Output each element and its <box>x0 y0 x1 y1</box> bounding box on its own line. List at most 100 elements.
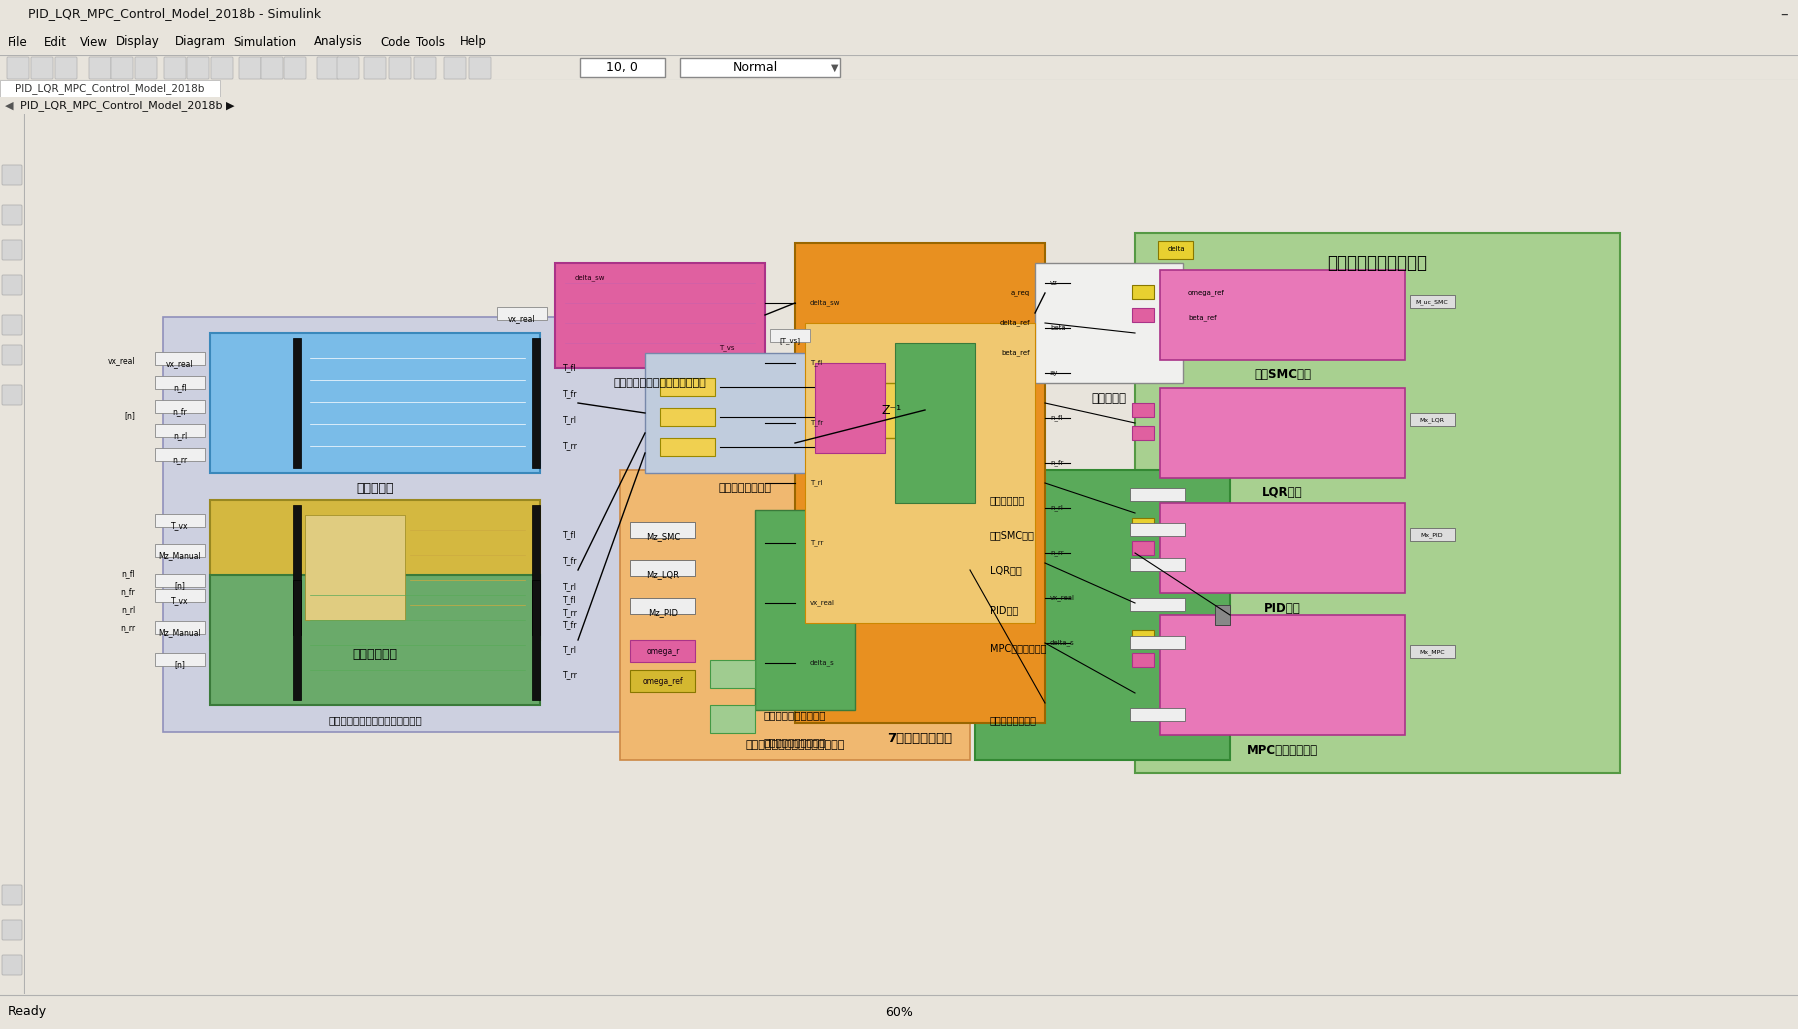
FancyBboxPatch shape <box>210 575 539 705</box>
FancyBboxPatch shape <box>629 560 696 576</box>
Text: vx_real: vx_real <box>509 315 536 323</box>
FancyBboxPatch shape <box>532 505 539 635</box>
FancyBboxPatch shape <box>629 670 696 691</box>
FancyBboxPatch shape <box>2 240 22 260</box>
FancyBboxPatch shape <box>2 205 22 225</box>
Text: n_rr: n_rr <box>1050 549 1064 556</box>
FancyBboxPatch shape <box>629 522 696 538</box>
FancyBboxPatch shape <box>660 409 716 426</box>
FancyBboxPatch shape <box>660 438 716 456</box>
FancyBboxPatch shape <box>306 514 405 620</box>
FancyBboxPatch shape <box>155 573 205 587</box>
Text: n_rr: n_rr <box>173 456 187 464</box>
Text: PID_LQR_MPC_Control_Model_2018b - Simulink: PID_LQR_MPC_Control_Model_2018b - Simuli… <box>29 7 322 21</box>
Text: PID_LQR_MPC_Control_Model_2018b ▶: PID_LQR_MPC_Control_Model_2018b ▶ <box>20 101 234 111</box>
Text: n_rl: n_rl <box>1050 504 1063 511</box>
FancyBboxPatch shape <box>1158 241 1194 259</box>
FancyBboxPatch shape <box>284 57 306 79</box>
FancyBboxPatch shape <box>444 57 466 79</box>
Text: n_fr: n_fr <box>1050 460 1063 466</box>
FancyBboxPatch shape <box>293 580 300 700</box>
FancyBboxPatch shape <box>1133 403 1154 417</box>
FancyBboxPatch shape <box>1160 388 1404 478</box>
FancyBboxPatch shape <box>1133 285 1154 299</box>
Text: PID控制: PID控制 <box>1264 602 1302 614</box>
FancyBboxPatch shape <box>581 58 665 77</box>
Text: 实际与期望质心侧偏角: 实际与期望质心侧偏角 <box>764 737 827 747</box>
FancyBboxPatch shape <box>210 57 234 79</box>
FancyBboxPatch shape <box>111 57 133 79</box>
Text: Mz_Manual: Mz_Manual <box>158 552 201 561</box>
Text: vx_real: vx_real <box>1050 595 1075 601</box>
Text: MPC模型预测控制: MPC模型预测控制 <box>1248 744 1318 756</box>
FancyBboxPatch shape <box>155 352 205 364</box>
Text: Mz_PID: Mz_PID <box>647 608 678 617</box>
FancyBboxPatch shape <box>1036 263 1183 383</box>
FancyBboxPatch shape <box>629 598 696 614</box>
FancyBboxPatch shape <box>814 363 885 453</box>
Text: Code: Code <box>379 35 410 48</box>
Text: 选择输入控制模块: 选择输入控制模块 <box>719 483 771 493</box>
Text: Simulation: Simulation <box>234 35 297 48</box>
Text: delta_s: delta_s <box>811 660 834 667</box>
FancyBboxPatch shape <box>496 307 547 319</box>
Text: n_fl: n_fl <box>173 384 187 392</box>
Text: 上层控制模式选择: 上层控制模式选择 <box>991 715 1037 725</box>
FancyBboxPatch shape <box>155 376 205 389</box>
FancyBboxPatch shape <box>2 920 22 941</box>
Text: 下层基于轮胎滑移率最优分配控制: 下层基于轮胎滑移率最优分配控制 <box>327 715 423 725</box>
Text: Mz_SMC: Mz_SMC <box>645 532 680 541</box>
Text: T_rr: T_rr <box>563 671 577 679</box>
Text: View: View <box>79 35 108 48</box>
FancyBboxPatch shape <box>532 580 539 700</box>
FancyBboxPatch shape <box>155 620 205 634</box>
Text: delta_ref: delta_ref <box>1000 320 1030 326</box>
FancyBboxPatch shape <box>2 275 22 295</box>
Text: T_fl: T_fl <box>811 359 822 366</box>
Text: T_vx: T_vx <box>171 597 189 605</box>
Text: Analysis: Analysis <box>315 35 363 48</box>
FancyBboxPatch shape <box>1133 518 1154 532</box>
Text: Mx_MPC: Mx_MPC <box>1419 649 1446 654</box>
FancyBboxPatch shape <box>155 513 205 527</box>
Text: T_fr: T_fr <box>563 557 577 566</box>
Text: LQR控制: LQR控制 <box>991 565 1021 575</box>
FancyBboxPatch shape <box>2 315 22 335</box>
Text: T_rl: T_rl <box>563 645 577 654</box>
Text: Ready: Ready <box>7 1005 47 1019</box>
Text: 四种控制器附加横摆转矩对比分析: 四种控制器附加横摆转矩对比分析 <box>746 740 845 750</box>
Text: n_fr: n_fr <box>173 407 187 417</box>
FancyBboxPatch shape <box>1135 233 1620 773</box>
FancyBboxPatch shape <box>363 57 387 79</box>
Text: T_vx: T_vx <box>171 522 189 531</box>
Text: T_vs: T_vs <box>719 345 735 351</box>
FancyBboxPatch shape <box>859 383 924 438</box>
FancyBboxPatch shape <box>1410 295 1455 308</box>
Text: ◀: ◀ <box>5 101 14 111</box>
Text: Mx_LQR: Mx_LQR <box>1419 417 1444 423</box>
Text: n_fl: n_fl <box>1050 415 1063 421</box>
FancyBboxPatch shape <box>414 57 435 79</box>
Text: 平均控制模块: 平均控制模块 <box>352 648 397 662</box>
FancyBboxPatch shape <box>556 263 764 368</box>
FancyBboxPatch shape <box>1133 630 1154 644</box>
Text: 无控制模块: 无控制模块 <box>356 482 394 495</box>
FancyBboxPatch shape <box>2 345 22 365</box>
FancyBboxPatch shape <box>56 57 77 79</box>
FancyBboxPatch shape <box>1410 645 1455 658</box>
Text: delta_s: delta_s <box>1050 640 1075 646</box>
FancyBboxPatch shape <box>0 80 219 97</box>
Text: n_fr: n_fr <box>120 588 135 597</box>
FancyBboxPatch shape <box>88 57 111 79</box>
Text: delta_sw: delta_sw <box>575 275 606 281</box>
Text: 滑模SMC控制: 滑模SMC控制 <box>1253 368 1311 382</box>
Text: beta: beta <box>1050 325 1066 331</box>
Text: Help: Help <box>460 35 487 48</box>
Text: M_uc_SMC: M_uc_SMC <box>1415 299 1449 305</box>
FancyBboxPatch shape <box>293 505 300 635</box>
FancyBboxPatch shape <box>1410 528 1455 541</box>
Text: T_fl: T_fl <box>563 531 577 539</box>
FancyBboxPatch shape <box>645 353 845 473</box>
FancyBboxPatch shape <box>1129 523 1185 535</box>
Text: Tools: Tools <box>415 35 444 48</box>
